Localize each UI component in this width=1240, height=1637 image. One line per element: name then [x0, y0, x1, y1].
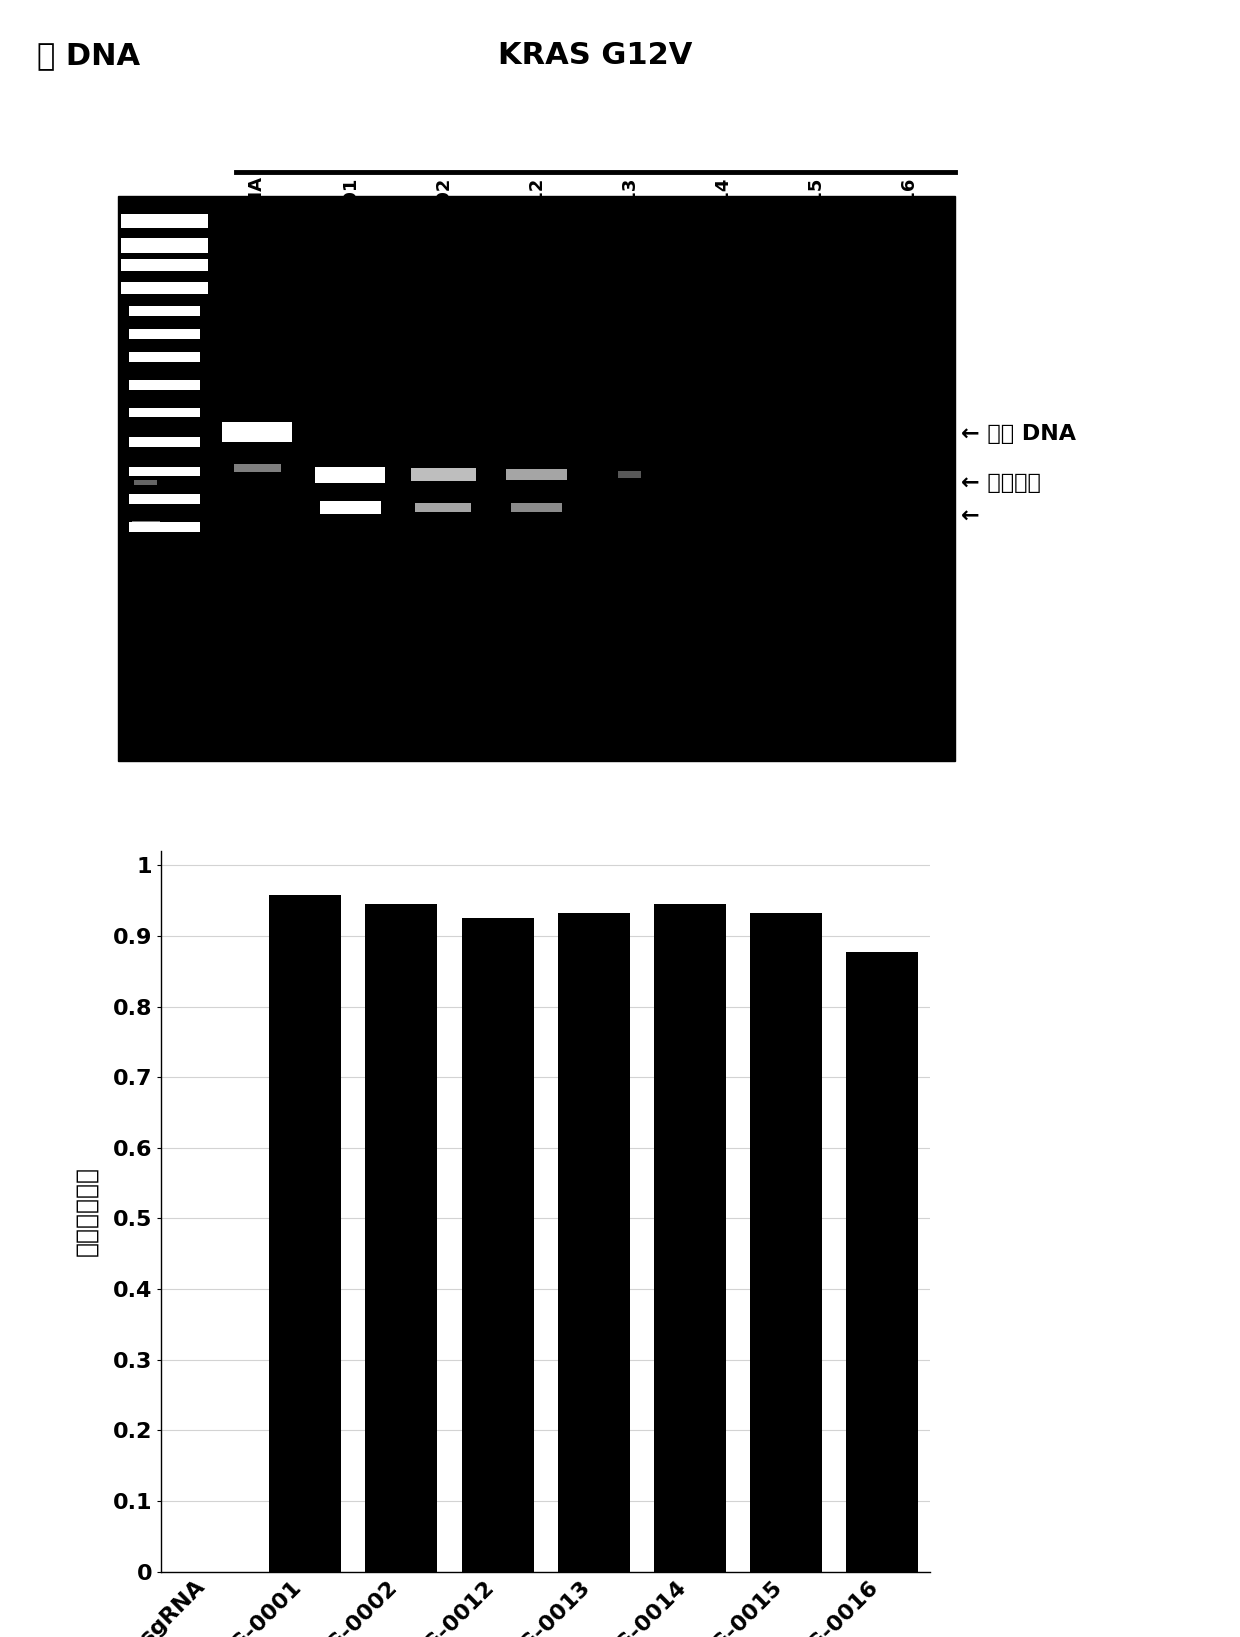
Text: SG-0012: SG-0012	[527, 177, 546, 262]
Text: SG-0002: SG-0002	[434, 177, 453, 262]
Y-axis label: 体外切断效率: 体外切断效率	[74, 1167, 99, 1256]
Text: 靶 DNA: 靶 DNA	[37, 41, 140, 70]
Bar	[558, 913, 630, 1572]
Bar	[750, 913, 822, 1572]
Text: ← 基质 DNA: ← 基质 DNA	[961, 424, 1076, 444]
Text: KRAS G12V: KRAS G12V	[498, 41, 692, 70]
Text: SG-0013: SG-0013	[620, 177, 639, 262]
Text: SG-0015: SG-0015	[806, 177, 825, 262]
Text: ←: ←	[961, 506, 980, 525]
Text: ← 切断产物: ← 切断产物	[961, 473, 1040, 493]
Text: SG-0014: SG-0014	[713, 177, 732, 262]
Text: 无 sgRNA: 无 sgRNA	[248, 177, 267, 260]
Bar	[366, 904, 438, 1572]
Bar	[269, 895, 341, 1572]
Bar	[653, 904, 725, 1572]
Text: SG-0016: SG-0016	[899, 177, 918, 262]
Text: SG-0001: SG-0001	[341, 177, 360, 262]
Bar	[846, 951, 918, 1572]
Bar	[461, 918, 533, 1572]
